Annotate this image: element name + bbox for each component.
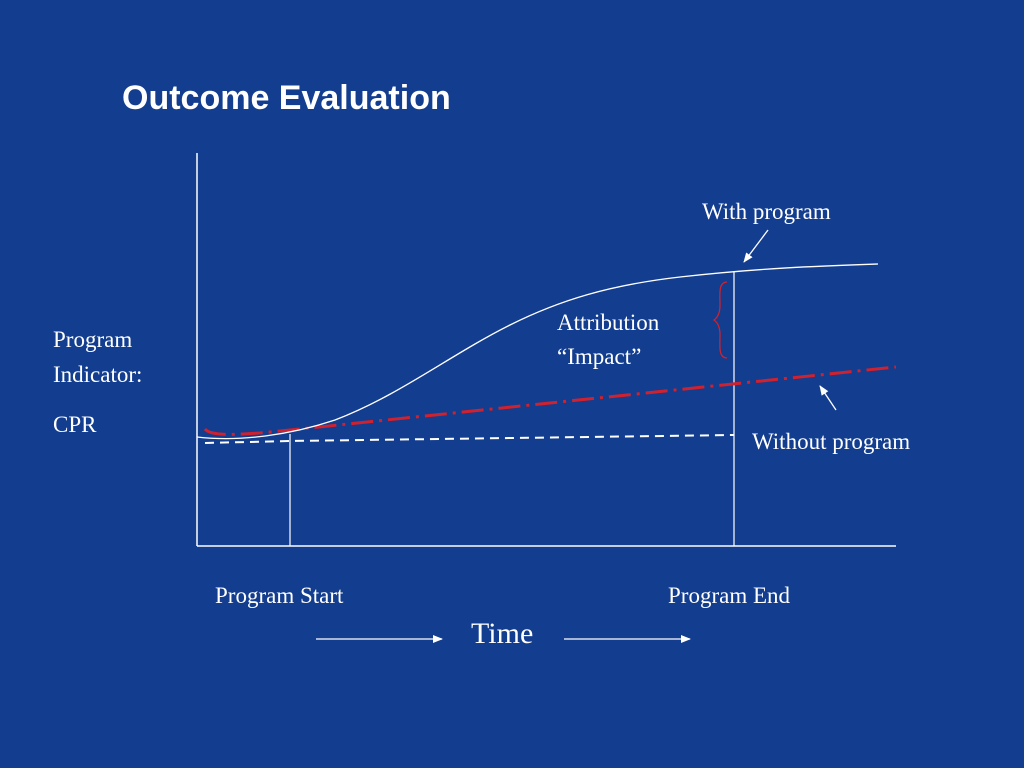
with-program-label: With program <box>702 199 831 224</box>
program-end-label: Program End <box>668 583 791 608</box>
y-axis-label-line2: Indicator: <box>53 362 143 387</box>
y-axis-label-line3: CPR <box>53 412 97 437</box>
with-program-curve <box>196 263 879 440</box>
time-axis-label: Time <box>471 617 534 650</box>
program-start-label: Program Start <box>215 583 344 608</box>
baseline-dashed-line <box>204 434 735 444</box>
without-program-pointer-arrow <box>819 385 837 411</box>
with-program-pointer-arrow <box>743 229 769 263</box>
impact-brace <box>712 281 728 359</box>
without-program-label: Without program <box>752 429 911 454</box>
without-program-curve <box>203 365 897 436</box>
y-axis-label-line1: Program <box>53 327 133 352</box>
attribution-label-line1: Attribution <box>557 310 660 335</box>
slide-title: Outcome Evaluation <box>122 79 451 117</box>
attribution-label-line2: “Impact” <box>557 344 642 369</box>
